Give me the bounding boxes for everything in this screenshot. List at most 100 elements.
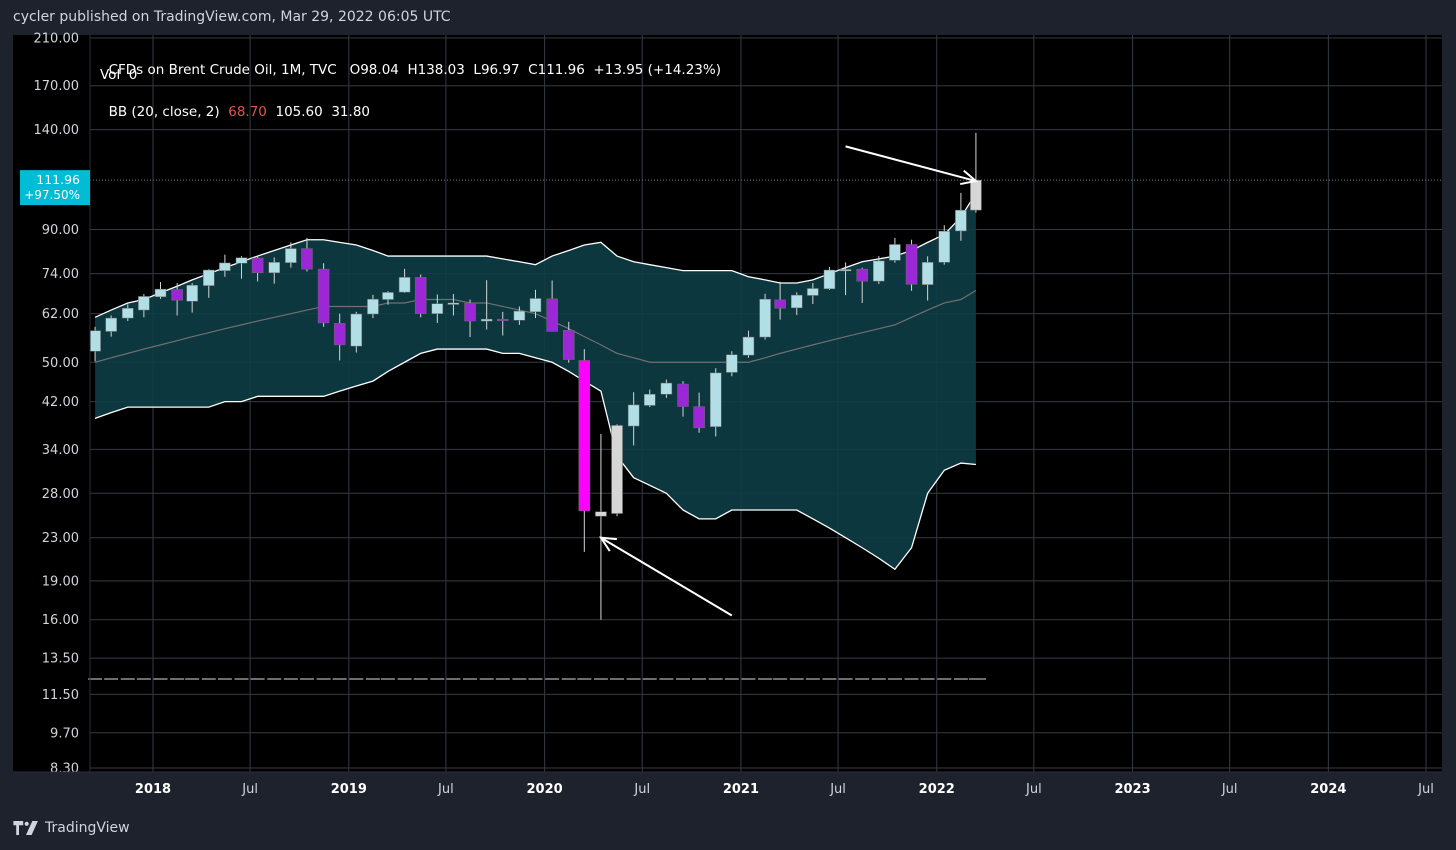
y-tick-label: 19.00 — [42, 574, 79, 589]
candle-body — [921, 262, 934, 285]
candle[interactable] — [709, 368, 722, 437]
y-tick-label: 170.00 — [34, 79, 80, 94]
legend-bb-upper: 105.60 — [275, 104, 323, 120]
candle[interactable] — [301, 237, 313, 272]
legend-bb-basis: 68.70 — [228, 104, 267, 120]
candle[interactable] — [447, 294, 460, 316]
arrow-head — [598, 536, 617, 552]
candle-body — [790, 294, 803, 309]
candle[interactable] — [431, 294, 444, 323]
candle[interactable] — [644, 389, 656, 408]
candle[interactable] — [790, 292, 803, 316]
candle[interactable] — [203, 269, 215, 298]
annotation-arrow[interactable] — [598, 536, 733, 617]
candle[interactable] — [122, 304, 134, 322]
overlays — [88, 145, 1442, 680]
candle[interactable] — [578, 349, 591, 552]
candle[interactable] — [382, 291, 394, 305]
candle[interactable] — [464, 299, 476, 338]
x-tick-label: Jul — [437, 782, 454, 797]
candle[interactable] — [546, 280, 558, 332]
candle[interactable] — [726, 351, 738, 377]
candle-body — [905, 244, 918, 285]
candle[interactable] — [889, 237, 901, 263]
candle[interactable] — [563, 321, 575, 363]
annotation-arrow[interactable] — [845, 145, 979, 186]
candle[interactable] — [529, 289, 542, 319]
candle[interactable] — [235, 256, 248, 279]
candle[interactable] — [171, 283, 183, 316]
candle-body — [889, 244, 901, 261]
candle[interactable] — [513, 306, 526, 325]
candle-body — [367, 298, 379, 315]
y-tick-label: 8.30 — [50, 762, 79, 777]
candle-body — [611, 425, 623, 514]
candle[interactable] — [774, 281, 786, 320]
candle[interactable] — [480, 280, 493, 330]
candle[interactable] — [938, 225, 951, 265]
candle[interactable] — [497, 311, 509, 336]
candle[interactable] — [921, 256, 934, 301]
candle-body — [464, 302, 476, 322]
legend-bb-label: BB (20, close, 2) — [108, 104, 220, 120]
candle[interactable] — [693, 392, 705, 433]
y-tick-label: 28.00 — [42, 487, 79, 502]
candle-body — [807, 288, 819, 296]
x-tick-label: Jul — [241, 782, 258, 797]
y-tick-label: 62.00 — [42, 307, 79, 322]
y-tick-label: 11.50 — [42, 688, 79, 703]
candle[interactable] — [955, 192, 967, 241]
legend-volume[interactable]: Vol 0 — [100, 67, 138, 83]
candle-body — [660, 382, 673, 395]
candle[interactable] — [823, 267, 836, 290]
candle[interactable] — [105, 315, 117, 337]
candle[interactable] — [251, 256, 264, 282]
tradingview-logo[interactable]: TradingView — [13, 820, 130, 836]
x-tick-label: 2024 — [1310, 782, 1346, 797]
price-tag-value: 111.96 — [36, 172, 80, 187]
y-tick-label: 9.70 — [50, 726, 79, 741]
candle[interactable] — [219, 254, 231, 277]
candle[interactable] — [285, 242, 297, 268]
candle-body — [497, 318, 509, 321]
candle[interactable] — [367, 294, 379, 319]
candle[interactable] — [138, 294, 150, 318]
candle-body — [677, 383, 689, 407]
legend-bb-row[interactable]: BB (20, close, 2) 68.70 105.60 31.80 — [100, 88, 370, 120]
candle[interactable] — [759, 293, 771, 340]
publish-info: cycler published on TradingView.com, Mar… — [13, 9, 451, 25]
legend-bb-lower: 31.80 — [331, 104, 370, 120]
candle[interactable] — [154, 282, 167, 299]
candle[interactable] — [660, 379, 673, 398]
candle[interactable] — [611, 424, 623, 517]
legend-symbol[interactable]: CFDs on Brent Crude Oil, 1M, TVC — [108, 62, 337, 78]
x-tick-label: 2019 — [331, 782, 367, 797]
candle-body — [105, 317, 117, 332]
candle[interactable] — [268, 257, 280, 284]
candle[interactable] — [186, 283, 198, 313]
candle[interactable] — [317, 263, 330, 327]
current-price-tag[interactable]: 111.96+97.50% — [20, 170, 90, 206]
candle[interactable] — [839, 262, 852, 296]
candle-body — [317, 268, 330, 324]
candle[interactable] — [398, 268, 411, 293]
candle-body — [350, 313, 363, 347]
price-axis[interactable]: 210.00 170.00 140.00 90.00 74.00 62.00 50.00 42… — [20, 32, 91, 777]
candle[interactable] — [856, 267, 868, 303]
candles — [89, 132, 982, 620]
candle[interactable] — [807, 283, 819, 305]
candle-body — [644, 393, 656, 406]
candle-body — [627, 404, 640, 427]
candle[interactable] — [350, 311, 363, 353]
candle[interactable] — [677, 381, 689, 417]
candle[interactable] — [333, 313, 346, 361]
candle[interactable] — [742, 330, 755, 358]
candle-body — [563, 330, 575, 360]
candle[interactable] — [873, 256, 885, 284]
candle[interactable] — [414, 274, 427, 318]
candle[interactable] — [595, 433, 607, 620]
candle[interactable] — [627, 392, 640, 446]
candle[interactable] — [905, 239, 918, 291]
time-axis[interactable]: 2018 Jul 2019 Jul 2020 Jul 2021 Jul 2022 Jul 2023 J… — [13, 771, 1442, 797]
